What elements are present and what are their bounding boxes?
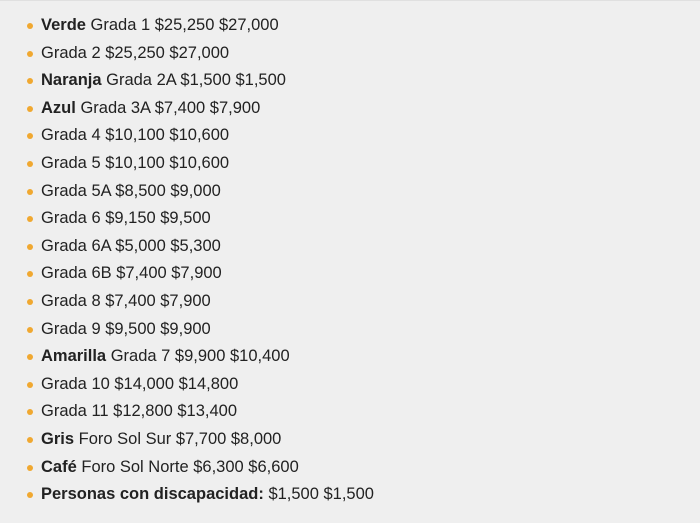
- list-item: Grada 5 $10,100 $10,600: [27, 150, 700, 178]
- price-text: Grada 9 $9,500 $9,900: [41, 319, 211, 338]
- section-label: Amarilla: [41, 347, 107, 366]
- list-item: Amarilla Grada 7 $9,900 $10,400: [27, 343, 700, 371]
- bullet-icon: [27, 78, 33, 85]
- bullet-icon: [27, 105, 33, 112]
- list-item: Grada 6A $5,000 $5,300: [27, 233, 700, 261]
- section-label: Azul: [41, 98, 76, 117]
- bullet-icon: [27, 133, 33, 140]
- section-label: Café: [41, 457, 77, 476]
- price-text: Grada 6B $7,400 $7,900: [41, 264, 222, 283]
- section-label: Naranja: [41, 71, 102, 90]
- list-item: Verde Grada 1 $25,250 $27,000: [27, 12, 700, 40]
- price-text: Grada 5A $8,500 $9,000: [41, 181, 221, 200]
- price-text: Grada 6 $9,150 $9,500: [41, 209, 211, 228]
- price-text: Grada 10 $14,000 $14,800: [41, 374, 239, 393]
- bullet-icon: [27, 216, 33, 223]
- bullet-icon: [27, 381, 33, 388]
- list-item: Grada 11 $12,800 $13,400: [27, 398, 700, 426]
- list-item: Naranja Grada 2A $1,500 $1,500: [27, 67, 700, 95]
- list-item: Personas con discapacidad: $1,500 $1,500: [27, 481, 700, 509]
- section-label: Personas con discapacidad:: [41, 485, 264, 504]
- bullet-icon: [27, 326, 33, 333]
- list-item: Azul Grada 3A $7,400 $7,900: [27, 95, 700, 123]
- price-text: Grada 2A $1,500 $1,500: [106, 71, 286, 90]
- bullet-icon: [27, 298, 33, 305]
- price-text: Grada 1 $25,250 $27,000: [90, 16, 279, 34]
- price-text: Grada 7 $9,900 $10,400: [110, 347, 290, 366]
- list-item: Grada 9 $9,500 $9,900: [27, 316, 700, 344]
- section-label: Gris: [41, 429, 75, 448]
- list-item: Grada 5A $8,500 $9,000: [27, 178, 700, 206]
- list-item: Grada 4 $10,100 $10,600: [27, 122, 700, 150]
- bullet-icon: [27, 243, 33, 250]
- list-item: Grada 6B $7,400 $7,900: [27, 260, 700, 288]
- price-text: Grada 2 $25,250 $27,000: [41, 43, 230, 62]
- bullet-icon: [27, 464, 33, 471]
- list-item: Grada 8 $7,400 $7,900: [27, 288, 700, 316]
- price-text: Grada 4 $10,100 $10,600: [41, 126, 230, 145]
- list-item: Grada 2 $25,250 $27,000: [27, 40, 700, 68]
- price-text: Grada 11 $12,800 $13,400: [41, 402, 238, 421]
- price-text: Grada 5 $10,100 $10,600: [41, 153, 230, 172]
- price-text: Foro Sol Norte $6,300 $6,600: [81, 457, 299, 476]
- list-item: Grada 6 $9,150 $9,500: [27, 205, 700, 233]
- bullet-icon: [27, 354, 33, 361]
- bullet-icon: [27, 492, 33, 499]
- price-text: Foro Sol Sur $7,700 $8,000: [78, 429, 282, 448]
- bullet-icon: [27, 50, 33, 57]
- bullet-icon: [27, 271, 33, 278]
- list-item: Gris Foro Sol Sur $7,700 $8,000: [27, 426, 700, 454]
- list-item: Grada 10 $14,000 $14,800: [27, 371, 700, 399]
- section-label: Verde: [41, 16, 86, 34]
- price-list: Verde Grada 1 $25,250 $27,000 Grada 2 $25…: [0, 1, 700, 509]
- bullet-icon: [27, 160, 33, 167]
- bullet-icon: [27, 23, 33, 29]
- price-text: Grada 8 $7,400 $7,900: [41, 291, 211, 310]
- bullet-icon: [27, 409, 33, 416]
- bullet-icon: [27, 436, 33, 443]
- price-text: $1,500 $1,500: [268, 485, 374, 504]
- list-item: Café Foro Sol Norte $6,300 $6,600: [27, 454, 700, 482]
- bullet-icon: [27, 188, 33, 195]
- price-text: Grada 3A $7,400 $7,900: [80, 98, 261, 117]
- price-text: Grada 6A $5,000 $5,300: [41, 236, 221, 255]
